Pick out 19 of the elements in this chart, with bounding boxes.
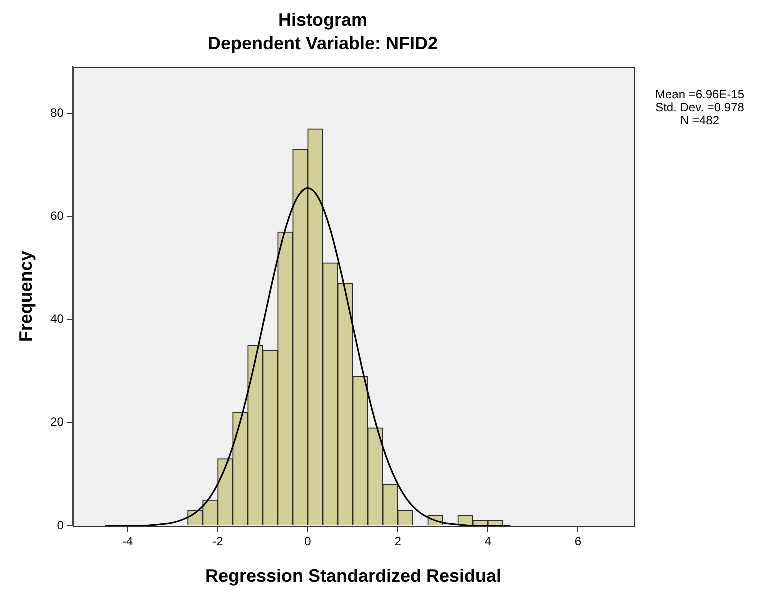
y-axis-title: Frequency bbox=[16, 251, 36, 342]
x-tick-label: 4 bbox=[484, 534, 492, 549]
x-tick-label: -4 bbox=[122, 534, 134, 549]
text: Mean =6.96E-15 bbox=[655, 88, 745, 102]
text: Std. Dev. =0.978 bbox=[656, 100, 745, 115]
y-tick-label: 80 bbox=[50, 106, 64, 120]
x-tick-label: 0 bbox=[304, 534, 312, 549]
y-tick-label: 60 bbox=[50, 209, 64, 224]
x-tick-label: -2 bbox=[212, 534, 224, 549]
y-tick-label: 20 bbox=[50, 415, 64, 430]
text: N =482 bbox=[680, 114, 720, 128]
chart-subtitle: Dependent Variable: NFID2 bbox=[208, 33, 438, 54]
y-tick-label: 40 bbox=[50, 312, 64, 326]
y-tick-label: 0 bbox=[57, 518, 64, 532]
line-series bbox=[104, 188, 512, 526]
chart-title: Histogram bbox=[278, 10, 368, 30]
x-tick-label: 6 bbox=[574, 534, 582, 549]
x-axis-title: Regression Standardized Residual bbox=[205, 566, 502, 586]
x-tick-label: 2 bbox=[394, 534, 402, 549]
